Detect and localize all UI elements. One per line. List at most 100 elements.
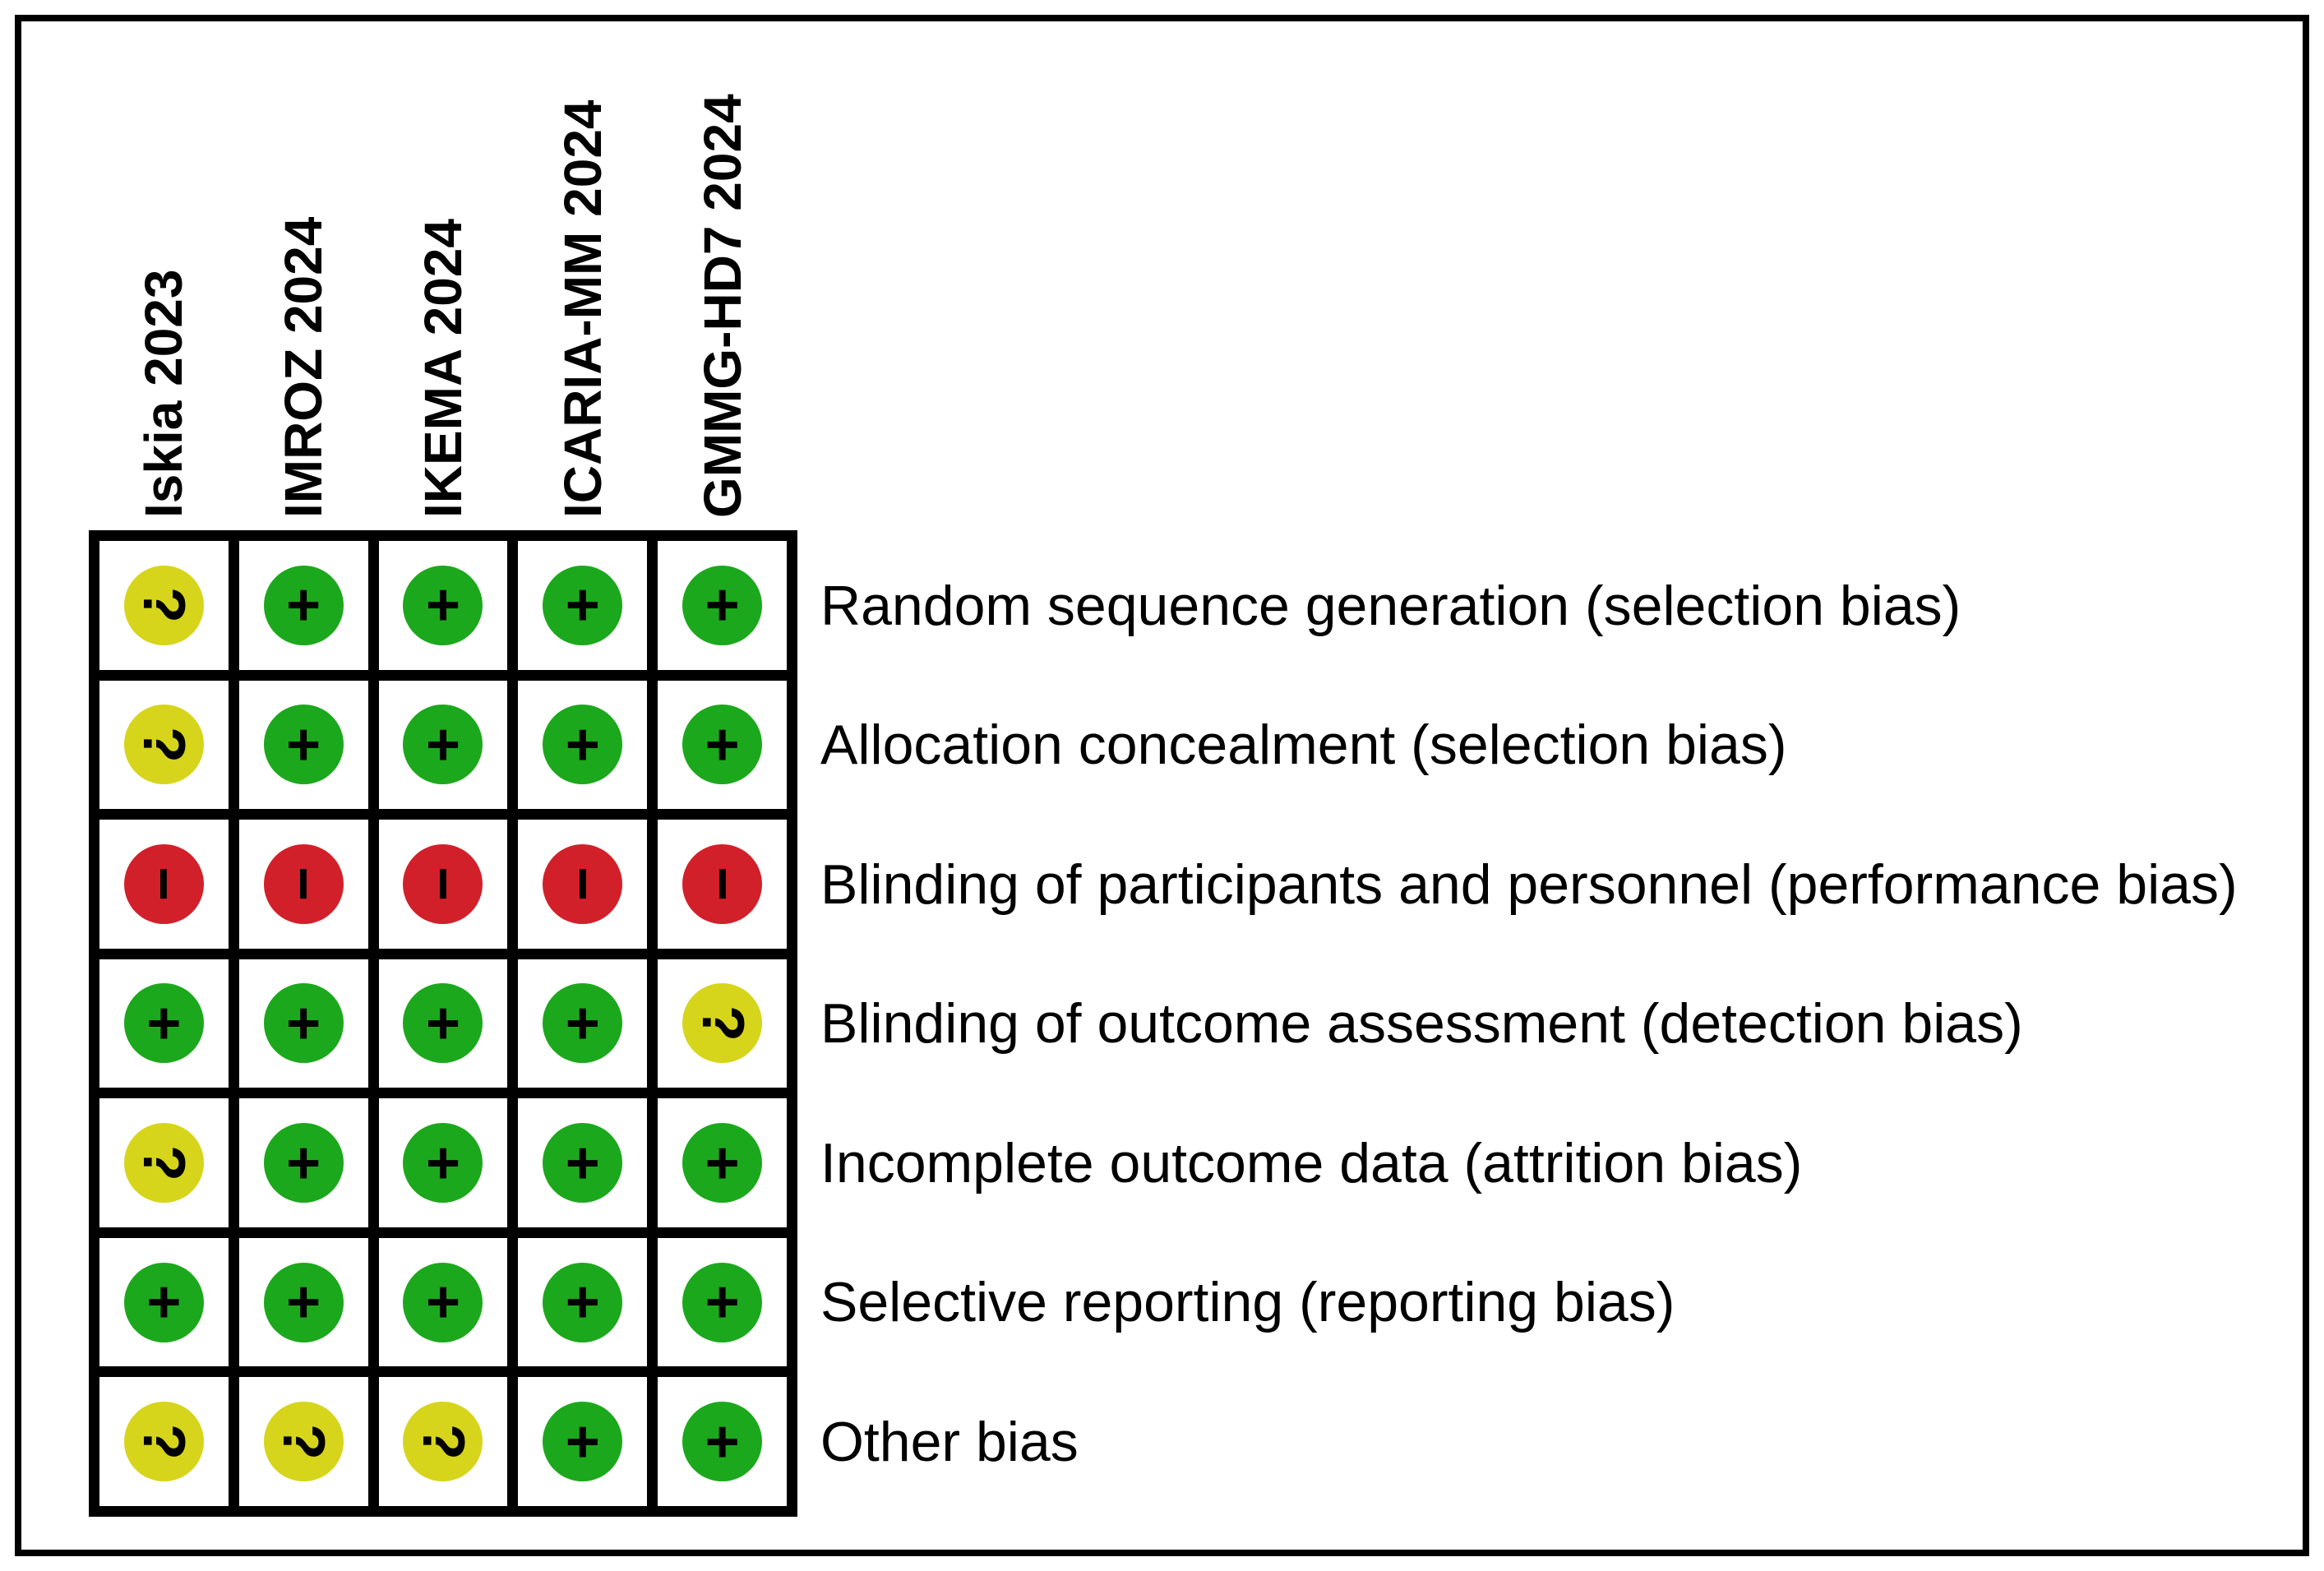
risk-unclear-icon: ?	[123, 1123, 204, 1204]
risk-symbol: +	[705, 572, 740, 639]
domain-row-label: Incomplete outcome data (attrition bias)	[820, 1131, 1803, 1194]
risk-unclear-icon: ?	[123, 1402, 204, 1482]
risk-low-icon: +	[682, 1262, 763, 1342]
risk-symbol: +	[565, 1408, 600, 1475]
grid-cell: +	[378, 959, 508, 1088]
risk-symbol: −	[270, 866, 337, 902]
grid-cell: +	[518, 1237, 648, 1367]
study-column-label: Iskia 2023	[134, 269, 194, 519]
domain-row-label: Other bias	[820, 1410, 1079, 1473]
risk-unclear-icon: ?	[263, 1402, 344, 1482]
risk-symbol: +	[286, 1130, 321, 1196]
risk-high-icon: −	[543, 843, 623, 924]
risk-symbol: ?	[409, 1423, 476, 1460]
risk-unclear-icon: ?	[123, 565, 204, 645]
risk-symbol: +	[565, 1130, 600, 1196]
grid-cell: +	[378, 541, 508, 670]
risk-high-icon: −	[123, 843, 204, 924]
risk-symbol: +	[705, 711, 740, 778]
risk-symbol: +	[425, 572, 460, 639]
risk-symbol: +	[565, 990, 600, 1056]
risk-symbol: +	[705, 1269, 740, 1336]
grid-cell: +	[518, 541, 648, 670]
grid-cell: −	[658, 820, 787, 949]
grid-cell: +	[99, 959, 229, 1088]
risk-low-icon: +	[682, 1402, 763, 1482]
grid-cell: −	[99, 820, 229, 949]
grid-cell: +	[378, 1237, 508, 1367]
risk-low-icon: +	[403, 565, 483, 645]
risk-low-icon: +	[403, 983, 483, 1064]
grid-cell: −	[518, 820, 648, 949]
grid-cell: +	[238, 1237, 368, 1367]
risk-symbol: −	[131, 866, 197, 902]
grid-cell: ?	[378, 1377, 508, 1506]
domain-row-label: Blinding of participants and personnel (…	[820, 852, 2238, 916]
risk-unclear-icon: ?	[403, 1402, 483, 1482]
grid-cell: ?	[658, 959, 787, 1088]
grid-cell: +	[378, 680, 508, 810]
risk-high-icon: −	[263, 843, 344, 924]
grid-cell: ?	[238, 1377, 368, 1506]
grid-cell: +	[238, 959, 368, 1088]
risk-symbol: +	[286, 572, 321, 639]
grid-cell: +	[658, 1377, 787, 1506]
study-column-label: IKEMA 2024	[414, 219, 473, 518]
study-column-label: ICARIA-MM 2024	[552, 99, 612, 518]
risk-low-icon: +	[543, 1402, 623, 1482]
grid-cell: +	[238, 541, 368, 670]
grid-cell: −	[238, 820, 368, 949]
risk-symbol: −	[549, 866, 616, 902]
grid-cell: +	[99, 1237, 229, 1367]
risk-grid: ? + + + +? + + + + − − − − − + + + +?? + + + + + + + + +??? + +	[89, 530, 797, 1517]
risk-low-icon: +	[123, 983, 204, 1064]
domain-row-label: Selective reporting (reporting bias)	[820, 1271, 1675, 1334]
risk-symbol: ?	[131, 1144, 197, 1181]
risk-low-icon: +	[682, 1123, 763, 1204]
grid-cell: +	[518, 959, 648, 1088]
grid-cell: +	[518, 1377, 648, 1506]
grid-cell: +	[658, 1237, 787, 1367]
risk-symbol: −	[409, 866, 476, 902]
grid-cell: −	[378, 820, 508, 949]
risk-symbol: +	[425, 711, 460, 778]
grid-cell: +	[518, 680, 648, 810]
risk-symbol: ?	[131, 1423, 197, 1460]
risk-symbol: +	[705, 1408, 740, 1475]
risk-symbol: +	[146, 1269, 182, 1336]
risk-high-icon: −	[682, 843, 763, 924]
grid-cell: ?	[99, 1098, 229, 1227]
risk-low-icon: +	[543, 1123, 623, 1204]
risk-symbol: +	[565, 1269, 600, 1336]
study-column-label: IMROZ 2024	[274, 216, 334, 518]
risk-low-icon: +	[403, 1262, 483, 1342]
grid-cell: ?	[99, 541, 229, 670]
risk-low-icon: +	[543, 565, 623, 645]
risk-low-icon: +	[403, 705, 483, 785]
risk-symbol: +	[146, 990, 182, 1056]
risk-symbol: ?	[270, 1423, 337, 1460]
grid-cell: ?	[99, 1377, 229, 1506]
risk-symbol: +	[425, 1130, 460, 1196]
grid-cell: +	[658, 1098, 787, 1227]
risk-low-icon: +	[682, 705, 763, 785]
grid-cell: ?	[99, 680, 229, 810]
risk-high-icon: −	[403, 843, 483, 924]
risk-low-icon: +	[682, 565, 763, 645]
grid-cell: +	[238, 680, 368, 810]
risk-symbol: +	[286, 1269, 321, 1336]
risk-symbol: −	[689, 866, 755, 902]
grid-cell: +	[658, 680, 787, 810]
risk-symbol: ?	[131, 726, 197, 763]
risk-low-icon: +	[543, 705, 623, 785]
risk-symbol: +	[565, 572, 600, 639]
risk-symbol: ?	[689, 1005, 755, 1042]
risk-low-icon: +	[403, 1123, 483, 1204]
domain-row-label: Random sequence generation (selection bi…	[820, 574, 1961, 637]
risk-low-icon: +	[263, 1123, 344, 1204]
grid-cell: +	[378, 1098, 508, 1227]
risk-symbol: +	[565, 711, 600, 778]
grid-cell: +	[238, 1098, 368, 1227]
risk-symbol: +	[705, 1130, 740, 1196]
risk-low-icon: +	[263, 1262, 344, 1342]
